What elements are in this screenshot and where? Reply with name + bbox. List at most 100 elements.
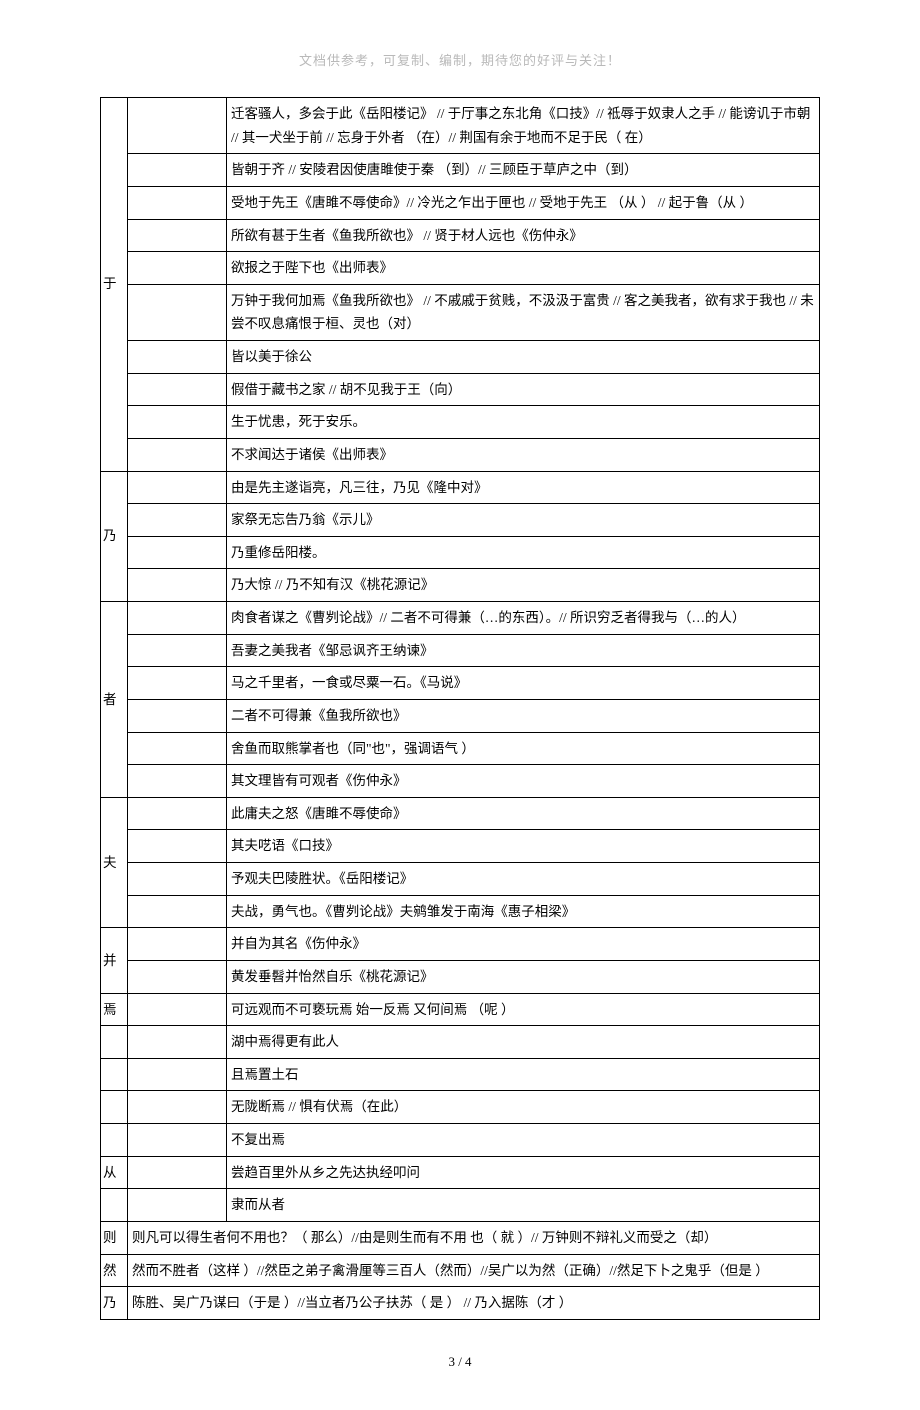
example-cell: 欲报之于陛下也《出师表》 [227, 252, 820, 285]
example-cell: 所欲有甚于生者《鱼我所欲也》 // 贤于材人远也《伤仲永》 [227, 219, 820, 252]
main-table: 于 迁客骚人，多会于此《岳阳楼记》 // 于厅事之东北角《口技》// 祗辱于奴隶人… [100, 97, 820, 1320]
example-cell: 皆朝于齐 // 安陵君因使唐雎使于秦 （到）// 三顾臣于草庐之中（到） [227, 154, 820, 187]
table-row: 乃大惊 // 乃不知有汉《桃花源记》 [101, 569, 820, 602]
meaning-cell [128, 1058, 227, 1091]
meaning-cell [128, 1026, 227, 1059]
table-row: 黄发垂髫并怡然自乐《桃花源记》 [101, 960, 820, 993]
table-row: 吾妻之美我者《邹忌讽齐王纳谏》 [101, 634, 820, 667]
example-cell: 皆以美于徐公 [227, 341, 820, 374]
meaning-cell [128, 602, 227, 635]
meaning-cell [128, 438, 227, 471]
meaning-cell [128, 284, 227, 340]
char-cell: 然 [101, 1254, 128, 1287]
char-cell: 者 [101, 602, 128, 798]
table-row: 湖中焉得更有此人 [101, 1026, 820, 1059]
table-row: 则则凡可以得生者何不用也？（ 那么）//由是则生而有不用 也（ 就 ）// 万钟… [101, 1221, 820, 1254]
meaning-cell [128, 928, 227, 961]
meaning-cell [128, 993, 227, 1026]
table-row: 乃陈胜、吴广乃谋曰（于是 ）//当立者乃公子扶苏（ 是 ） // 乃入据陈（才 … [101, 1287, 820, 1320]
table-row: 夫战，勇气也。《曹刿论战》夫鹓雏发于南海《惠子相梁》 [101, 895, 820, 928]
meaning-cell [128, 732, 227, 765]
example-cell: 家祭无忘告乃翁《示儿》 [227, 504, 820, 537]
example-cell: 万钟于我何加焉《鱼我所欲也》 // 不戚戚于贫贱，不汲汲于富贵 // 客之美我者… [227, 284, 820, 340]
table-row: 无陇断焉 // 惧有伏焉（在此） [101, 1091, 820, 1124]
meaning-cell [128, 536, 227, 569]
meaning-cell [128, 341, 227, 374]
char-cell [101, 1026, 128, 1059]
example-cell: 其夫呓语《口技》 [227, 830, 820, 863]
example-cell: 其文理皆有可观者《伤仲永》 [227, 765, 820, 798]
example-cell: 受地于先王《唐雎不辱使命》// 冷光之乍出于匣也 // 受地于先王 （从 ） /… [227, 186, 820, 219]
example-cell: 予观夫巴陵胜状。《岳阳楼记》 [227, 863, 820, 896]
table-row: 受地于先王《唐雎不辱使命》// 冷光之乍出于匣也 // 受地于先王 （从 ） /… [101, 186, 820, 219]
meaning-cell [128, 830, 227, 863]
page-number: 3 / 4 [100, 1354, 820, 1370]
table-row: 其文理皆有可观者《伤仲永》 [101, 765, 820, 798]
example-cell: 迁客骚人，多会于此《岳阳楼记》 // 于厅事之东北角《口技》// 祗辱于奴隶人之… [227, 98, 820, 154]
char-cell: 并 [101, 928, 128, 993]
example-cell: 肉食者谋之《曹刿论战》// 二者不可得兼（…的东西）。// 所识穷乏者得我与（…… [227, 602, 820, 635]
meaning-cell [128, 252, 227, 285]
table-row: 从尝趋百里外从乡之先达执经叩问 [101, 1156, 820, 1189]
table-row: 马之千里者，一食或尽粟一石。《马说》 [101, 667, 820, 700]
char-cell: 于 [101, 98, 128, 472]
example-cell: 乃重修岳阳楼。 [227, 536, 820, 569]
table-row: 焉 可远观而不可亵玩焉 始一反焉 又何间焉 （呢 ） [101, 993, 820, 1026]
char-cell: 夫 [101, 797, 128, 928]
meaning-cell [128, 98, 227, 154]
meaning-cell [128, 765, 227, 798]
table-row: 家祭无忘告乃翁《示儿》 [101, 504, 820, 537]
meaning-cell [128, 154, 227, 187]
example-cell: 吾妻之美我者《邹忌讽齐王纳谏》 [227, 634, 820, 667]
example-cell-wide: 则凡可以得生者何不用也？（ 那么）//由是则生而有不用 也（ 就 ）// 万钟则… [128, 1221, 820, 1254]
table-row: 不求闻达于诸侯《出师表》 [101, 438, 820, 471]
char-cell: 乃 [101, 1287, 128, 1320]
example-cell: 此庸夫之怒《唐雎不辱使命》 [227, 797, 820, 830]
table-row: 所欲有甚于生者《鱼我所欲也》 // 贤于材人远也《伤仲永》 [101, 219, 820, 252]
table-row: 并并自为其名《伤仲永》 [101, 928, 820, 961]
table-row: 其夫呓语《口技》 [101, 830, 820, 863]
table-row: 隶而从者 [101, 1189, 820, 1222]
example-cell: 生于忧患，死于安乐。 [227, 406, 820, 439]
header-note: 文档供参考，可复制、编制，期待您的好评与关注！ [100, 50, 820, 69]
table-row: 二者不可得兼《鱼我所欲也》 [101, 699, 820, 732]
meaning-cell [128, 960, 227, 993]
example-cell: 可远观而不可亵玩焉 始一反焉 又何间焉 （呢 ） [227, 993, 820, 1026]
meaning-cell [128, 504, 227, 537]
table-row: 乃重修岳阳楼。 [101, 536, 820, 569]
example-cell: 夫战，勇气也。《曹刿论战》夫鹓雏发于南海《惠子相梁》 [227, 895, 820, 928]
example-cell-wide: 陈胜、吴广乃谋曰（于是 ）//当立者乃公子扶苏（ 是 ） // 乃入据陈（才 ） [128, 1287, 820, 1320]
table-row: 生于忧患，死于安乐。 [101, 406, 820, 439]
char-cell [101, 1091, 128, 1124]
meaning-cell [128, 895, 227, 928]
example-cell: 二者不可得兼《鱼我所欲也》 [227, 699, 820, 732]
table-row: 予观夫巴陵胜状。《岳阳楼记》 [101, 863, 820, 896]
meaning-cell [128, 699, 227, 732]
char-cell [101, 1189, 128, 1222]
table-row: 夫此庸夫之怒《唐雎不辱使命》 [101, 797, 820, 830]
table-row: 万钟于我何加焉《鱼我所欲也》 // 不戚戚于贫贱，不汲汲于富贵 // 客之美我者… [101, 284, 820, 340]
meaning-cell [128, 1091, 227, 1124]
meaning-cell [128, 667, 227, 700]
table-row: 于迁客骚人，多会于此《岳阳楼记》 // 于厅事之东北角《口技》// 祗辱于奴隶人… [101, 98, 820, 154]
meaning-cell [128, 219, 227, 252]
table-row: 者肉食者谋之《曹刿论战》// 二者不可得兼（…的东西）。// 所识穷乏者得我与（… [101, 602, 820, 635]
example-cell: 无陇断焉 // 惧有伏焉（在此） [227, 1091, 820, 1124]
meaning-cell [128, 406, 227, 439]
meaning-cell [128, 471, 227, 504]
example-cell: 隶而从者 [227, 1189, 820, 1222]
meaning-cell [128, 569, 227, 602]
meaning-cell [128, 1124, 227, 1157]
meaning-cell [128, 1156, 227, 1189]
meaning-cell [128, 863, 227, 896]
table-row: 乃由是先主遂诣亮，凡三往，乃见《隆中对》 [101, 471, 820, 504]
meaning-cell [128, 186, 227, 219]
char-cell: 从 [101, 1156, 128, 1189]
example-cell: 且焉置土石 [227, 1058, 820, 1091]
char-cell: 焉 [101, 993, 128, 1026]
example-cell: 假借于藏书之家 // 胡不见我于王（向） [227, 373, 820, 406]
table-row: 舍鱼而取熊掌者也（同"也"，强调语气 ） [101, 732, 820, 765]
table-row: 假借于藏书之家 // 胡不见我于王（向） [101, 373, 820, 406]
example-cell: 由是先主遂诣亮，凡三往，乃见《隆中对》 [227, 471, 820, 504]
table-row: 不复出焉 [101, 1124, 820, 1157]
